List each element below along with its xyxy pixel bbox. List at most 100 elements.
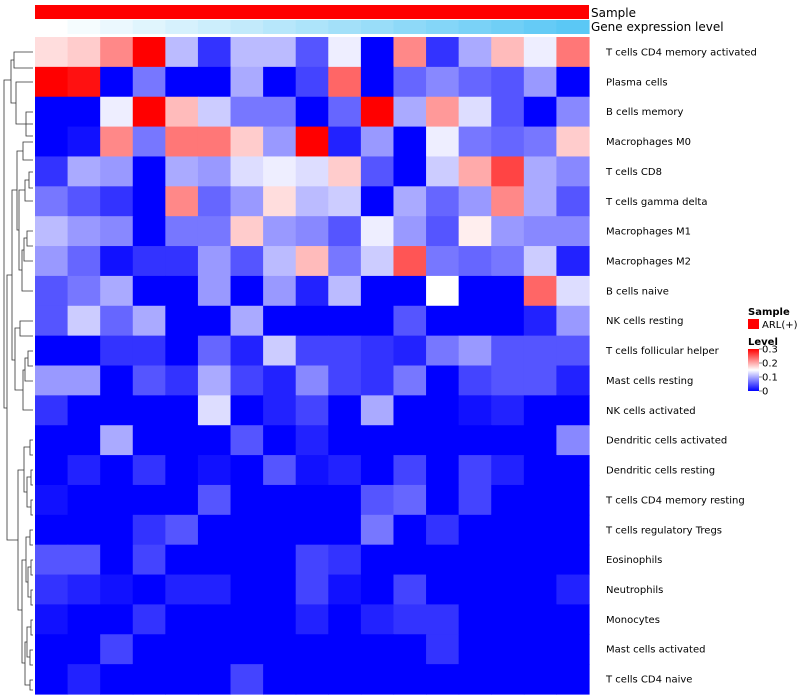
heatmap-cell — [458, 455, 492, 486]
heatmap-cell — [165, 216, 199, 247]
heatmap-cell — [458, 246, 492, 277]
heatmap-cell — [132, 455, 166, 486]
heatmap-cell — [328, 574, 362, 606]
heatmap-cell — [491, 455, 525, 486]
heatmap-cell — [556, 186, 590, 217]
row-label: Macrophages M0 — [606, 137, 691, 148]
heatmap-cell — [556, 604, 590, 635]
heatmap-cell — [35, 335, 69, 367]
heatmap-cell — [360, 156, 395, 187]
row-label: B cells memory — [606, 107, 683, 118]
heatmap-cell — [165, 514, 199, 546]
heatmap-cell — [328, 664, 362, 695]
heatmap-cell — [35, 664, 69, 695]
heatmap-cell — [100, 514, 134, 546]
row-label: T cells CD4 naive — [605, 675, 692, 686]
heatmap-cell — [263, 37, 297, 68]
heatmap-cell — [393, 186, 427, 217]
heatmap-cell — [197, 186, 232, 217]
heatmap-cell — [67, 604, 101, 635]
heatmap-cell — [132, 156, 166, 187]
row-label: NK cells activated — [606, 406, 696, 417]
heatmap-cell — [197, 634, 232, 665]
heatmap-cell — [523, 37, 558, 68]
heatmap-cell — [360, 425, 395, 456]
row-label: Macrophages M1 — [606, 227, 691, 238]
heatmap-cell — [328, 335, 362, 367]
row-label: T cells CD4 memory activated — [605, 47, 757, 58]
heatmap-cell — [523, 574, 558, 606]
heatmap-cell — [230, 156, 264, 187]
heatmap-cell — [458, 514, 492, 546]
heatmap-cell — [328, 156, 362, 187]
expression-annotation-cell — [458, 20, 492, 34]
heatmap-cell — [393, 126, 427, 158]
legend-tick-label: 0 — [762, 387, 768, 398]
heatmap-cell — [35, 216, 69, 247]
heatmap-cell — [197, 484, 232, 516]
heatmap-cell — [491, 634, 525, 665]
heatmap-cell — [295, 574, 329, 606]
heatmap-cell — [100, 126, 134, 158]
heatmap-cell — [426, 305, 460, 337]
heatmap-cell — [230, 335, 264, 367]
heatmap-cell — [295, 96, 329, 128]
heatmap-cell — [556, 514, 590, 546]
row-labels: T cells CD4 memory activated Plasma cells… — [605, 47, 757, 685]
heatmap-cell — [295, 246, 329, 277]
heatmap-cell — [165, 604, 199, 635]
heatmap-cell — [67, 455, 101, 486]
heatmap-cell — [100, 574, 134, 606]
heatmap-cell — [295, 395, 329, 426]
heatmap-cell — [295, 604, 329, 635]
heatmap-cell — [230, 246, 264, 277]
heatmap-cell — [458, 335, 492, 367]
heatmap-cell — [426, 484, 460, 516]
heatmap-cell — [393, 66, 427, 98]
heatmap-cell — [458, 96, 492, 128]
heatmap-cell — [328, 216, 362, 247]
heatmap-cell — [328, 395, 362, 426]
heatmap-cell — [100, 634, 134, 665]
heatmap-cell — [295, 425, 329, 456]
row-label: T cells follicular helper — [605, 346, 720, 357]
heatmap-cell — [165, 395, 199, 426]
heatmap-cell — [132, 66, 166, 98]
heatmap-cell — [491, 246, 525, 277]
expression-annotation-cell — [197, 20, 232, 34]
heatmap-cell — [35, 365, 69, 396]
heatmap-cell — [67, 275, 101, 307]
heatmap-cell — [426, 96, 460, 128]
heatmap-cell — [67, 186, 101, 217]
heatmap-cell — [100, 604, 134, 635]
heatmap-cell — [426, 455, 460, 486]
heatmap-cell — [328, 126, 362, 158]
heatmap-cell — [556, 664, 590, 695]
heatmap-cell — [263, 365, 297, 396]
heatmap-cell — [100, 365, 134, 396]
heatmap-cell — [360, 37, 395, 68]
heatmap-cell — [556, 246, 590, 277]
heatmap-cell — [263, 305, 297, 337]
heatmap-cell — [328, 634, 362, 665]
heatmap-cell — [556, 66, 590, 98]
heatmap-cell — [263, 514, 297, 546]
heatmap-cell — [458, 126, 492, 158]
heatmap-cell — [393, 246, 427, 277]
heatmap-cell — [426, 365, 460, 396]
heatmap-cell — [458, 37, 492, 68]
heatmap-cell — [491, 484, 525, 516]
sample-annotation-label: Sample — [591, 6, 636, 20]
heatmap-cell — [67, 664, 101, 695]
heatmap-cell — [132, 96, 166, 128]
heatmap-cell — [556, 484, 590, 516]
heatmap-cell — [360, 544, 395, 576]
heatmap-cell — [230, 514, 264, 546]
heatmap-cell — [197, 455, 232, 486]
heatmap-cell — [491, 126, 525, 158]
heatmap-cell — [35, 425, 69, 456]
heatmap-cell — [426, 634, 460, 665]
heatmap-cell — [165, 126, 199, 158]
heatmap-cell — [491, 156, 525, 187]
heatmap-cell — [67, 246, 101, 277]
